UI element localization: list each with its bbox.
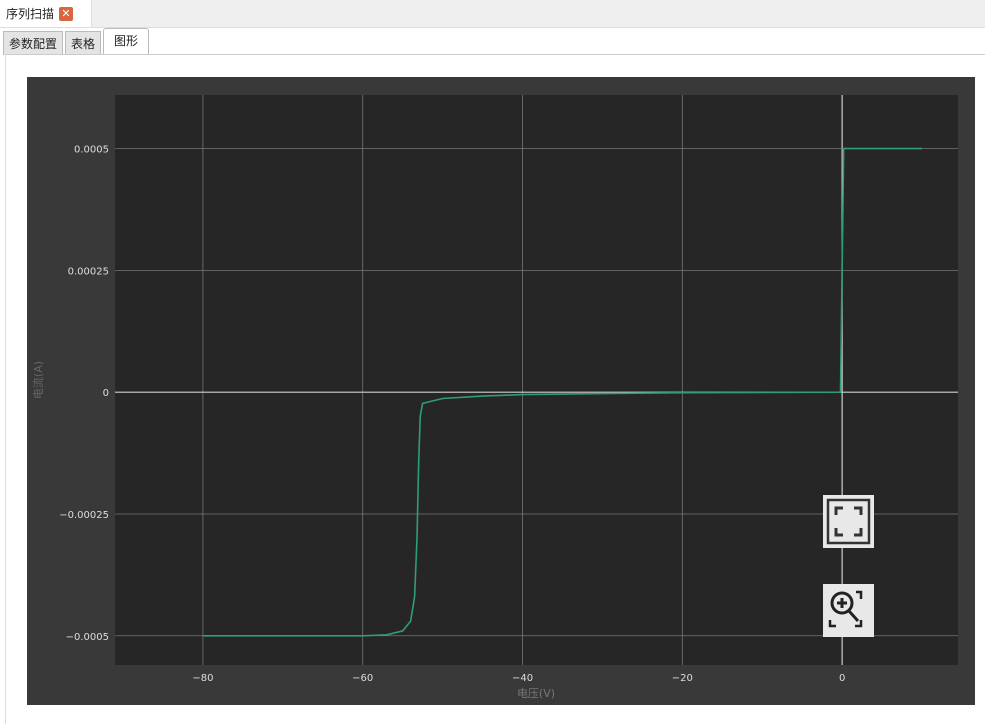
tab-parameters[interactable]: 参数配置 [3,31,64,55]
fit-view-button[interactable] [823,495,874,548]
x-tick-label: 0 [839,673,845,684]
x-tick-label: −20 [672,673,693,684]
x-tick-label: −80 [192,673,213,684]
tab-table[interactable]: 表格 [65,31,102,55]
fit-view-icon [834,506,863,537]
zoom-in-icon [828,590,863,628]
y-axis-label: 电流(A) [31,361,45,399]
document-tab-title: 序列扫描 [6,7,55,21]
series-line [202,147,922,637]
chart-panel [5,54,985,724]
x-tick-label: −40 [512,673,533,684]
document-tab[interactable]: 序列扫描 ✕ [0,0,92,27]
x-tick-label: −60 [352,673,373,684]
y-tick-label: 0 [103,388,109,399]
close-icon[interactable]: ✕ [59,6,74,21]
plot-area[interactable] [115,95,958,665]
zoom-in-button[interactable] [823,584,874,637]
y-tick-label: 0.0005 [74,145,109,156]
y-tick-label: −0.00025 [59,510,109,521]
y-tick-label: −0.0005 [66,632,109,643]
tab-chart[interactable]: 图形 [103,28,150,55]
x-axis-label: 电压(V) [517,687,555,700]
view-tabs: 参数配置 表格 图形 [3,28,150,55]
document-tab-bar: 序列扫描 ✕ [0,0,985,28]
y-tick-label: 0.00025 [68,266,109,277]
